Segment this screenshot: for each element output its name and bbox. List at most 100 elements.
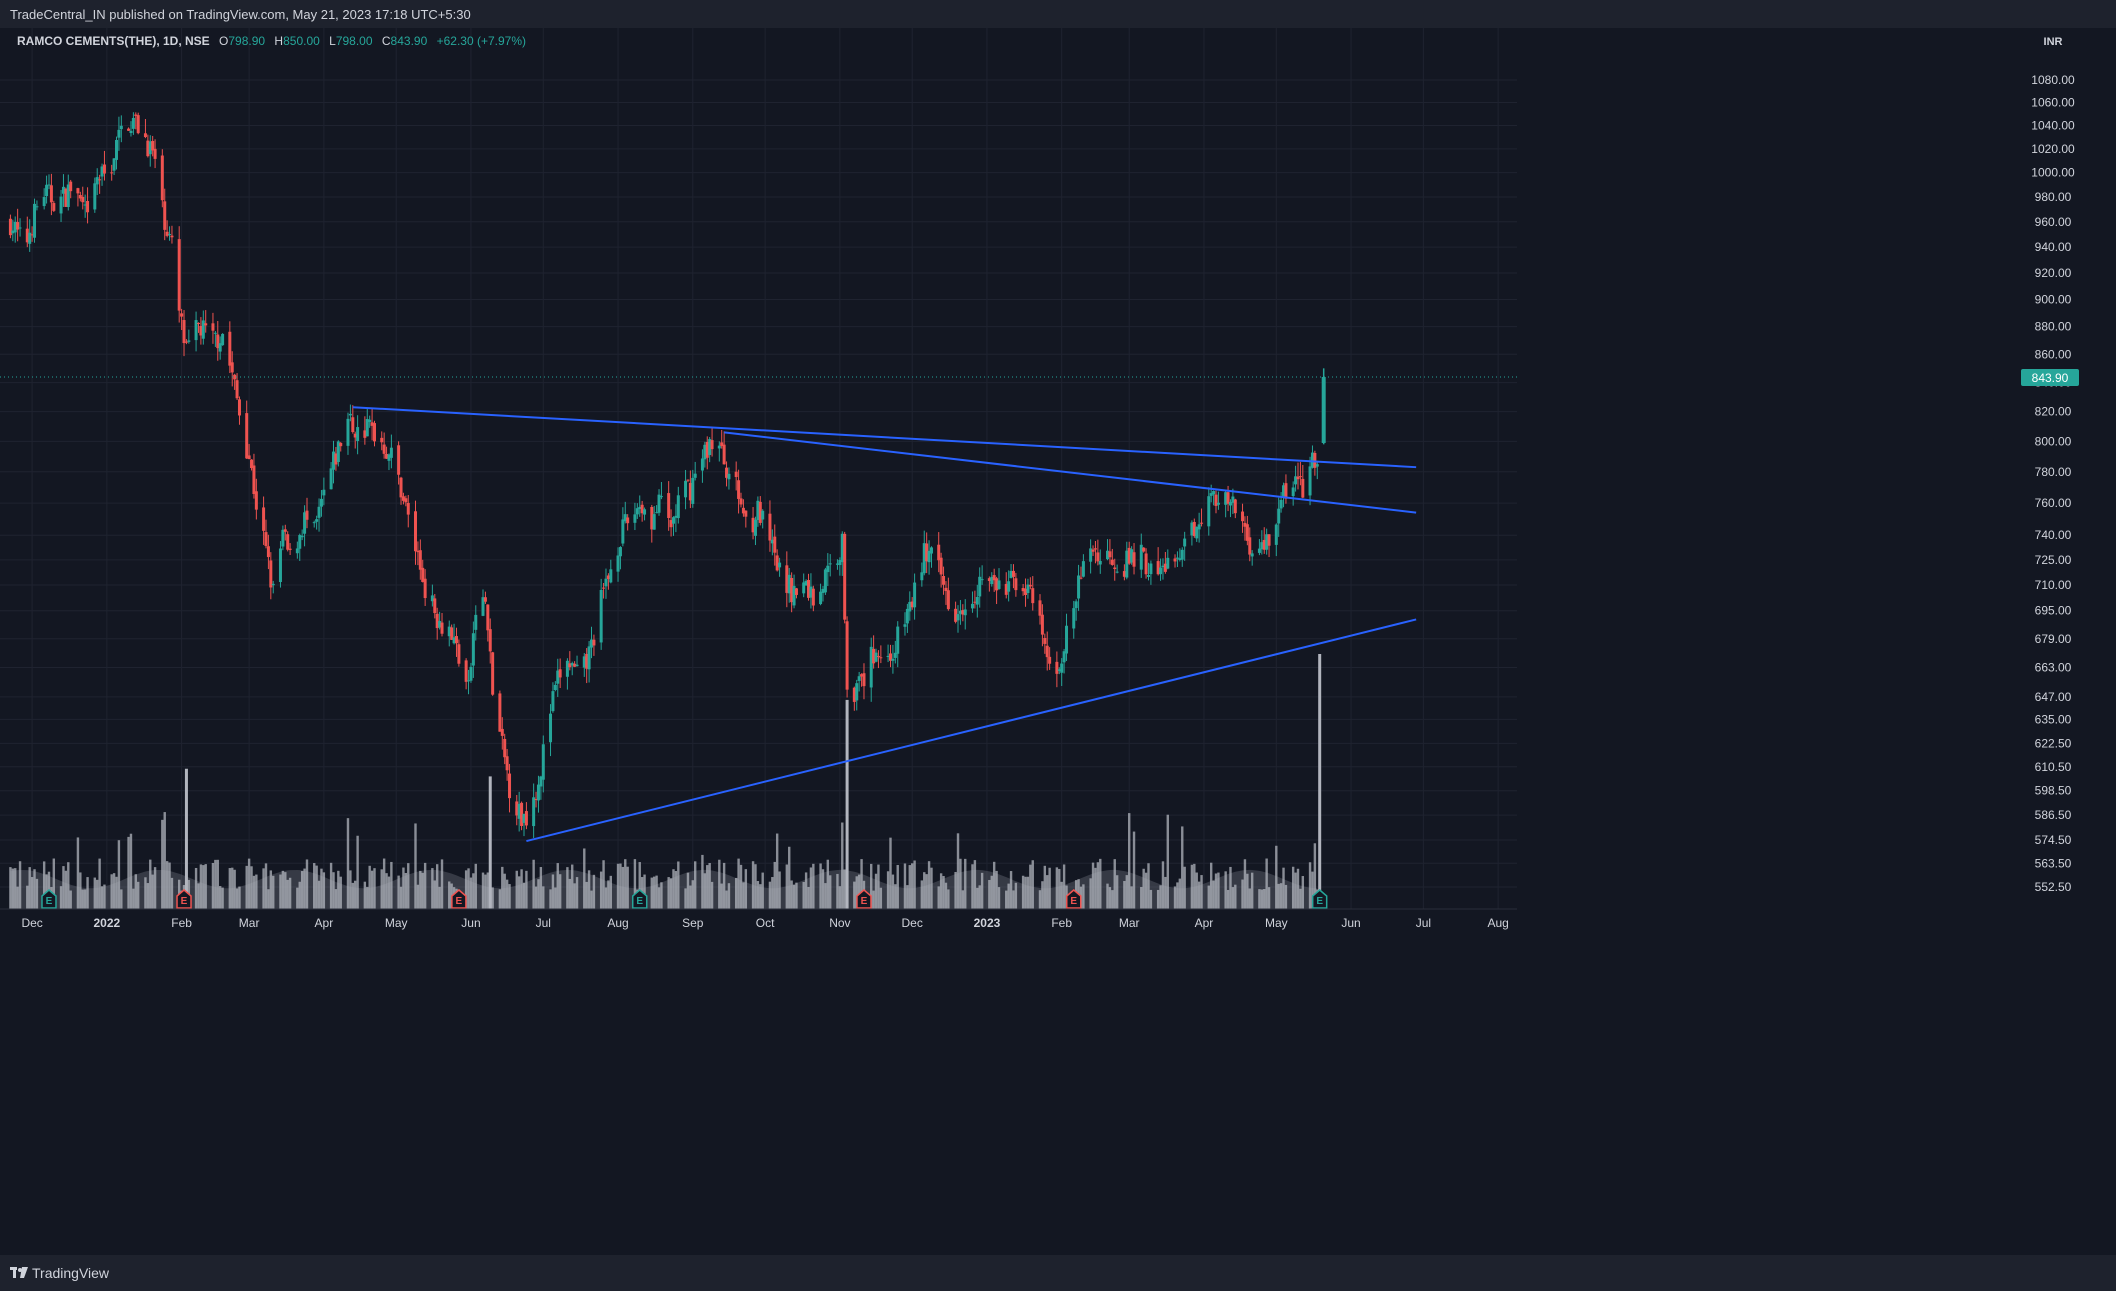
volume-bar [228,868,232,909]
volume-bar [821,869,825,909]
candle-body [1062,651,1066,663]
candle-body [1282,485,1286,498]
time-tick-label: Dec [21,916,42,930]
candle-body [515,801,519,816]
volume-bar [870,863,873,909]
volume-bar [1029,864,1032,909]
volume-bar [322,872,326,909]
volume-bar [1193,863,1196,909]
low-label: L [329,34,336,48]
volume-bar [272,875,275,909]
candle-body [1038,600,1042,616]
candle-body [454,636,458,644]
volume-bar [407,863,410,909]
volume-bar [903,863,907,909]
price-tick-label: 860.00 [2035,347,2072,361]
candle-body [98,179,102,181]
candle-body [1081,561,1085,577]
candle-body [1057,669,1061,671]
volume-bar [508,884,511,909]
candle-body [194,320,198,341]
time-tick-label: Oct [756,916,775,930]
volume-bar [281,870,285,909]
volume-bar [161,819,164,909]
volume-bar [149,859,152,909]
volume-bar [16,886,19,909]
candle-body [199,325,203,336]
volume-bar [660,882,663,909]
candle-body [937,544,941,561]
volume-bar [1234,884,1237,909]
candle-body [1161,565,1165,568]
time-axis[interactable]: Dec 2022 Feb Mar Apr May Jun Jul Aug Sep Oct Nov Dec… [0,908,1517,930]
volume-bar [655,875,658,909]
volume-bar [701,854,704,909]
candle-body [332,451,336,470]
candle-body [838,560,842,566]
candle-body [356,427,360,442]
volume-bar [486,872,490,909]
candle-body [1241,511,1245,522]
volume-bar [754,864,757,909]
volume-bar [363,881,367,909]
candle-body [1031,588,1035,604]
volume-spike [1318,654,1322,909]
candle-body [447,626,451,637]
volume-bar [1096,862,1100,909]
candle-body [1262,539,1266,550]
earnings-marker-label: E [1070,896,1077,907]
tradingview-logo[interactable]: TradingView [10,1265,109,1281]
candle-body [452,637,456,644]
volume-bar [667,877,670,909]
volume-bar [1142,868,1145,909]
volume-bar [296,887,299,909]
price-tick-label: 586.50 [2035,808,2072,822]
candle-body [471,633,475,666]
candle-body [992,575,996,581]
candle-body [469,666,473,681]
volume-bar [211,862,215,909]
candle-body [888,653,892,661]
price-tick-label: 679.00 [2035,632,2072,646]
candle-body [1291,487,1295,497]
candle-body [81,196,85,203]
candle-body [876,655,880,657]
price-axis[interactable]: INR 552.50 563.50 574.50 586.50 598.50 610.50 6… [1517,28,2116,909]
volume-bar [607,880,610,909]
volume-bar [339,876,342,909]
earnings-marker-label: E [636,896,643,907]
volume-bar [435,864,439,909]
price-chart[interactable]: E E E E E E E INR 552.50 563.50 574.50 586.50 598.5… [0,28,2116,1255]
candle-body [1127,547,1131,564]
volume-bar [1258,889,1261,909]
volume-bar [1108,887,1112,909]
candle-body [659,496,663,498]
volume-bar [28,867,31,909]
volume-bar [1248,888,1251,909]
volume-bar [1082,884,1085,909]
trendlines[interactable] [352,406,1417,843]
candle-body [1060,663,1064,673]
candle-body [254,491,258,510]
volume-bar [165,861,169,909]
candle-body [667,493,671,518]
candle-body [508,773,512,799]
candle-body [264,532,268,546]
candle-body [348,413,352,416]
candles [0,112,1517,838]
candle-body [1159,567,1163,575]
volume-bar [592,874,596,909]
volume-bar [1299,888,1302,909]
candle-body [211,323,215,331]
volume-bar [857,874,861,909]
trendline [724,431,1417,514]
candle-body [954,608,958,622]
volume-bar [414,823,417,909]
candle-body [1279,499,1283,509]
candle-body [1248,537,1252,555]
volume-bar [1224,871,1227,909]
candle-body [351,417,355,433]
volume-bar [706,865,709,909]
candle-body [146,140,150,157]
